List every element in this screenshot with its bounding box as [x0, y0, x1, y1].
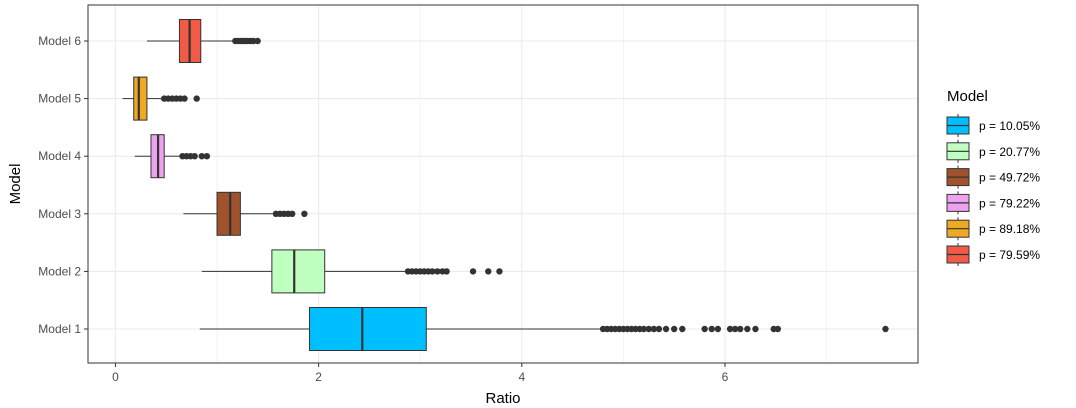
legend-label: p = 10.05%: [979, 119, 1040, 133]
outlier-point: [726, 325, 734, 333]
plot-panel: [88, 5, 918, 363]
outlier-point: [191, 153, 198, 160]
outlier-point: [708, 325, 715, 333]
legend-label: p = 79.22%: [979, 196, 1040, 210]
outlier-point: [882, 325, 889, 333]
y-tick-label: Model 4: [38, 149, 81, 163]
outlier-point: [731, 325, 739, 333]
legend-title: Model: [947, 88, 988, 105]
x-tick-label: 4: [518, 370, 525, 384]
legend-label: p = 79.59%: [979, 248, 1040, 262]
outlier-point: [429, 268, 436, 275]
x-axis-title: Ratio: [485, 390, 520, 407]
x-tick-label: 6: [722, 370, 729, 384]
panel-border: [87, 4, 919, 364]
outlier-point: [193, 95, 200, 102]
box: [133, 76, 148, 121]
outlier-point: [485, 268, 492, 275]
outlier-point: [496, 268, 503, 275]
outlier-point: [198, 153, 205, 160]
box: [308, 307, 427, 351]
outlier-point: [434, 268, 441, 275]
y-tick-label: Model 2: [38, 264, 81, 278]
outlier-point: [744, 325, 751, 333]
outlier-point: [752, 325, 759, 333]
y-tick-label: Model 1: [38, 322, 81, 336]
outlier-point: [662, 325, 670, 333]
outlier-point: [181, 95, 188, 102]
outlier-point: [714, 325, 722, 333]
outlier-point: [254, 37, 261, 45]
y-tick-label: Model 3: [38, 207, 81, 221]
outlier-point: [737, 325, 744, 333]
legend-label: p = 89.18%: [979, 222, 1040, 236]
outlier-point: [640, 325, 647, 333]
y-tick-label: Model 6: [38, 34, 81, 48]
outlier-point: [443, 268, 450, 275]
outlier-point: [670, 325, 678, 333]
outlier-point: [301, 210, 308, 217]
outlier-point: [655, 325, 663, 333]
outlier-point: [469, 268, 477, 275]
outlier-point: [679, 325, 686, 333]
box: [271, 249, 326, 294]
x-tick-label: 0: [112, 370, 119, 384]
outlier-point: [701, 325, 708, 333]
y-axis-title: Model: [7, 164, 24, 205]
outlier-point: [774, 325, 782, 333]
outlier-point: [203, 153, 211, 160]
y-tick-label: Model 5: [38, 92, 81, 106]
x-tick-label: 2: [315, 370, 322, 384]
box: [216, 191, 241, 236]
outlier-point: [645, 325, 652, 333]
outlier-point: [650, 325, 658, 333]
legend-label: p = 20.77%: [979, 145, 1040, 159]
legend-label: p = 49.72%: [979, 171, 1040, 185]
outlier-point: [288, 210, 296, 217]
